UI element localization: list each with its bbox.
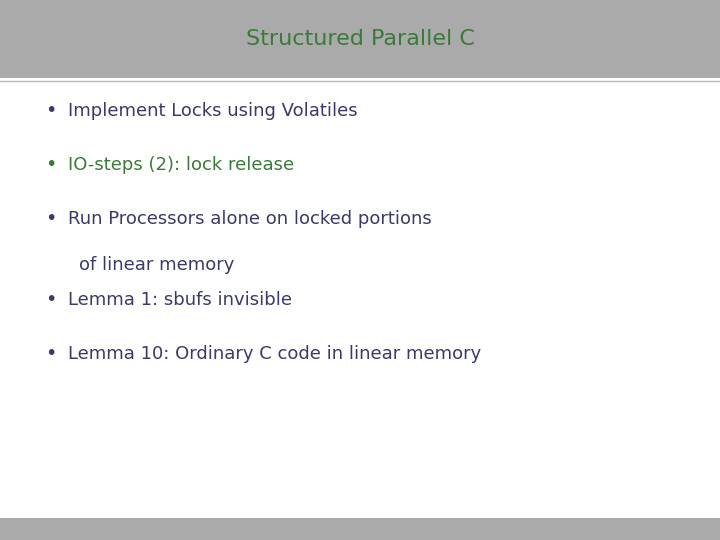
Text: Lemma 1: sbufs invisible: Lemma 1: sbufs invisible — [68, 291, 292, 309]
Text: •: • — [45, 209, 56, 228]
Text: IO-steps (2): lock release: IO-steps (2): lock release — [68, 156, 294, 174]
Text: •: • — [45, 344, 56, 363]
Text: •: • — [45, 101, 56, 120]
Text: •: • — [45, 155, 56, 174]
Text: Lemma 10: Ordinary C code in linear memory: Lemma 10: Ordinary C code in linear memo… — [68, 345, 482, 363]
Text: Run Processors alone on locked portions: Run Processors alone on locked portions — [68, 210, 432, 228]
Text: of linear memory: of linear memory — [79, 255, 235, 274]
Text: Structured Parallel C: Structured Parallel C — [246, 29, 474, 49]
Text: Implement Locks using Volatiles: Implement Locks using Volatiles — [68, 102, 358, 120]
Text: •: • — [45, 290, 56, 309]
